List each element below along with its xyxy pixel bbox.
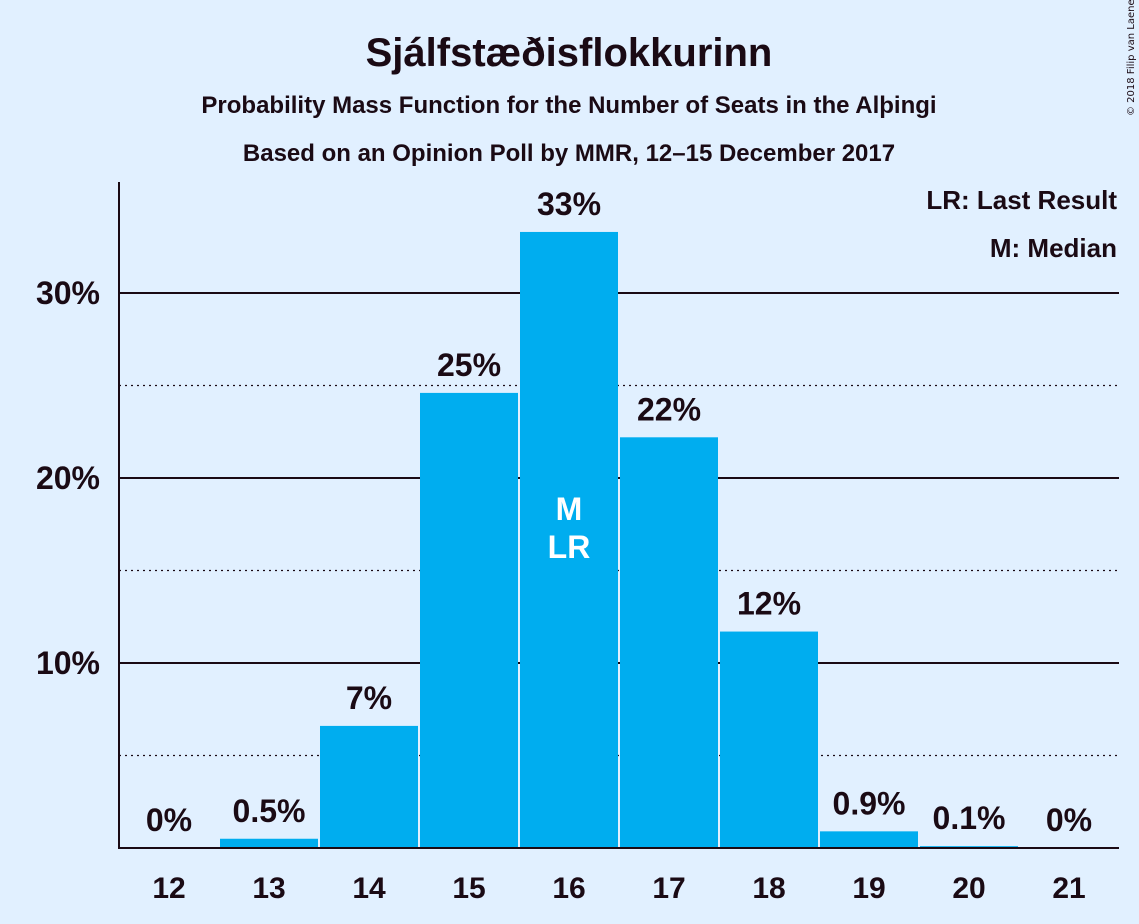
legend-median: M: Median [990, 233, 1117, 263]
gridlines [119, 292, 1119, 757]
x-axis-ticks: 12 13 14 15 16 17 18 19 20 21 [152, 872, 1085, 905]
x-tick-label: 12 [152, 872, 185, 905]
x-tick-label: 14 [352, 872, 386, 905]
bar-seats-15 [420, 392, 518, 848]
y-axis-ticks: 10% 20% 30% [36, 275, 100, 681]
data-label: 0.9% [833, 785, 906, 821]
data-label: 0.5% [233, 793, 306, 829]
data-label: 12% [737, 586, 801, 622]
data-labels: 0% 0.5% 7% 25% 33% 22% 12% 0.9% 0.1% 0% [146, 186, 1092, 838]
bar-seats-17 [620, 437, 718, 848]
y-tick-label: 10% [36, 645, 100, 681]
data-label: 22% [637, 391, 701, 427]
bar-seats-18 [720, 631, 818, 848]
x-tick-label: 18 [752, 872, 785, 905]
legend-last-result: LR: Last Result [926, 185, 1117, 215]
x-tick-label: 20 [952, 872, 985, 905]
data-label: 0% [1046, 802, 1092, 838]
bar-seats-16 [520, 231, 618, 848]
bar-markers: MLR [548, 491, 591, 565]
y-tick-label: 30% [36, 275, 100, 311]
y-tick-label: 20% [36, 460, 100, 496]
bars [220, 231, 1018, 848]
x-tick-label: 21 [1052, 872, 1085, 905]
bar-seats-19 [820, 831, 918, 848]
x-tick-label: 13 [252, 872, 285, 905]
chart-subtitle-method: Probability Mass Function for the Number… [201, 92, 936, 119]
x-tick-label: 15 [452, 872, 485, 905]
data-label: 33% [537, 186, 601, 222]
data-label: 0% [146, 802, 192, 838]
x-tick-label: 17 [652, 872, 685, 905]
data-label: 0.1% [933, 800, 1006, 836]
chart-subtitle-source: Based on an Opinion Poll by MMR, 12–15 D… [243, 140, 895, 167]
bar-marker-m: M [556, 491, 583, 527]
bar-marker-lr: LR [548, 529, 591, 565]
chart-title: Sjálfstæðisflokkurinn [366, 31, 773, 75]
x-tick-label: 19 [852, 872, 885, 905]
bar-seats-14 [320, 725, 418, 848]
bar-seats-13 [220, 838, 318, 848]
data-label: 7% [346, 680, 392, 716]
copyright-notice: © 2018 Filip van Laenen [1126, 0, 1137, 116]
x-tick-label: 16 [552, 872, 585, 905]
data-label: 25% [437, 347, 501, 383]
